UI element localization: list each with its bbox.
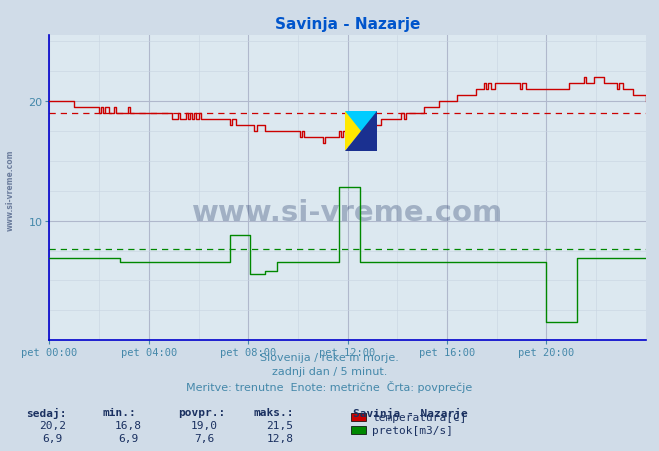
- Text: 7,6: 7,6: [194, 433, 214, 443]
- Text: Savinja - Nazarje: Savinja - Nazarje: [353, 407, 467, 418]
- Title: Savinja - Nazarje: Savinja - Nazarje: [275, 17, 420, 32]
- Text: maks.:: maks.:: [254, 407, 294, 417]
- Text: 21,5: 21,5: [267, 420, 293, 430]
- Polygon shape: [345, 112, 378, 152]
- Text: sedaj:: sedaj:: [26, 407, 67, 418]
- Polygon shape: [345, 112, 378, 152]
- Text: povpr.:: povpr.:: [178, 407, 225, 417]
- Text: Slovenija / reke in morje.: Slovenija / reke in morje.: [260, 353, 399, 363]
- Text: 12,8: 12,8: [267, 433, 293, 443]
- Text: www.si-vreme.com: www.si-vreme.com: [192, 199, 503, 226]
- Polygon shape: [345, 112, 378, 152]
- Text: 19,0: 19,0: [191, 420, 217, 430]
- Text: 16,8: 16,8: [115, 420, 142, 430]
- Text: min.:: min.:: [102, 407, 136, 417]
- Text: Meritve: trenutne  Enote: metrične  Črta: povprečje: Meritve: trenutne Enote: metrične Črta: …: [186, 380, 473, 392]
- Text: 6,9: 6,9: [119, 433, 138, 443]
- Text: pretok[m3/s]: pretok[m3/s]: [372, 425, 453, 435]
- Text: 20,2: 20,2: [40, 420, 66, 430]
- Text: www.si-vreme.com: www.si-vreme.com: [5, 149, 14, 230]
- Text: temperatura[C]: temperatura[C]: [372, 412, 467, 422]
- Text: 6,9: 6,9: [43, 433, 63, 443]
- Text: zadnji dan / 5 minut.: zadnji dan / 5 minut.: [272, 366, 387, 376]
